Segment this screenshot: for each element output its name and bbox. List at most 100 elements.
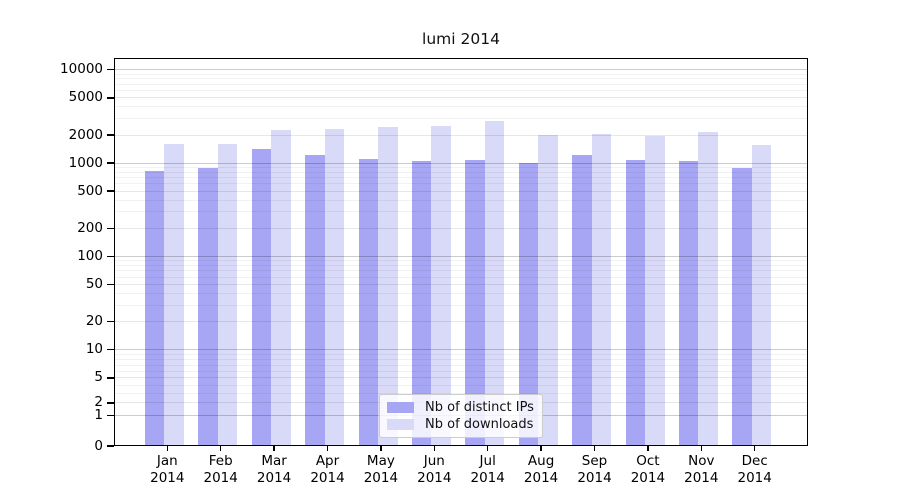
- bar-distinct-ips-jun: [411, 160, 432, 446]
- bar-distinct-ips-feb: [198, 168, 218, 446]
- x-axis-tick-label: Jun 2014: [402, 453, 466, 486]
- y-tick-mark-20: [107, 320, 114, 323]
- gridline-y-2000: [115, 134, 807, 136]
- x-axis-tick-label: Feb 2014: [189, 453, 253, 486]
- gridline-y-100: [115, 255, 807, 257]
- bar-downloads-mar: [271, 129, 291, 446]
- x-tick-month: Jan: [156, 453, 178, 469]
- x-tick-year: 2014: [417, 469, 452, 486]
- x-tick-mark-nov: [700, 446, 702, 451]
- x-tick-mark-jun: [433, 446, 435, 451]
- x-axis-tick-label: Jan 2014: [135, 453, 199, 486]
- y-tick-mark-2: [107, 402, 114, 404]
- gridline-y-10: [115, 349, 807, 351]
- bar-downloads-oct: [645, 136, 665, 446]
- y-tick-mark-1: [107, 414, 114, 417]
- gridline-y-90: [115, 260, 807, 262]
- gridline-y-60: [115, 276, 807, 278]
- y-tick-mark-500: [107, 190, 114, 192]
- x-tick-mark-sep: [593, 446, 596, 451]
- bar-downloads-aug: [538, 135, 558, 446]
- x-tick-mark-jul: [487, 446, 489, 451]
- bar-distinct-ips-aug: [518, 162, 539, 446]
- x-axis-tick-label: Sep 2014: [563, 453, 627, 486]
- x-tick-month: Aug: [527, 453, 555, 469]
- y-tick-mark-2000: [107, 134, 114, 136]
- bar-downloads-nov: [698, 131, 718, 446]
- y-axis-tick-label: 50: [85, 276, 103, 293]
- gridline-y-5: [115, 377, 807, 379]
- x-tick-mark-jan: [166, 446, 168, 451]
- gridline-y-200: [115, 227, 807, 229]
- gridline-y-50: [115, 284, 807, 286]
- y-axis-tick-label: 2000: [68, 126, 103, 143]
- gridline-y-800: [115, 171, 807, 173]
- gridline-y-500: [115, 190, 807, 192]
- x-tick-mark-dec: [754, 446, 756, 451]
- legend-label-distinct-ips: Nb of distinct IPs: [425, 399, 534, 415]
- x-axis-tick-label: Mar 2014: [242, 453, 306, 486]
- x-tick-year: 2014: [203, 469, 238, 486]
- bar-distinct-ips-oct: [625, 159, 645, 446]
- gridline-y-1000: [115, 162, 807, 164]
- bar-distinct-ips-dec: [732, 167, 752, 446]
- y-tick-mark-50: [107, 283, 114, 286]
- bar-downloads-jul: [484, 121, 505, 446]
- bar-distinct-ips-may: [358, 158, 378, 446]
- gridline-y-5000: [115, 97, 807, 99]
- y-tick-mark-0: [107, 445, 114, 447]
- y-axis-tick-label: 5000: [68, 89, 103, 106]
- legend: Nb of distinct IPs Nb of downloads: [379, 394, 543, 438]
- x-axis-tick-label: Nov 2014: [669, 453, 733, 486]
- bar-downloads-dec: [751, 145, 772, 446]
- chart-title: lumi 2014: [422, 30, 500, 48]
- y-tick-mark-10: [107, 349, 114, 351]
- x-tick-month: Nov: [688, 453, 715, 469]
- y-axis-tick-label: 5: [94, 369, 103, 386]
- y-tick-mark-10000: [107, 69, 114, 71]
- plot-area: [114, 58, 808, 446]
- x-tick-year: 2014: [363, 469, 399, 486]
- bar-downloads-sep: [591, 134, 612, 446]
- gridline-y-30: [115, 304, 807, 306]
- x-axis-tick-label: May 2014: [349, 453, 413, 486]
- x-axis-tick-label: Apr 2014: [296, 453, 360, 486]
- gridline-y-80: [115, 264, 807, 266]
- gridline-y-600: [115, 183, 807, 185]
- x-tick-month: Sep: [581, 453, 608, 469]
- gridline-y-6: [115, 370, 807, 372]
- x-tick-month: Feb: [208, 453, 233, 469]
- gridline-y-4000: [115, 106, 807, 108]
- x-axis-tick-label: Aug 2014: [509, 453, 573, 486]
- x-axis-tick-label: Oct 2014: [616, 453, 680, 486]
- y-tick-mark-200: [107, 227, 114, 230]
- x-tick-month: Dec: [741, 453, 768, 469]
- x-tick-mark-aug: [540, 446, 542, 451]
- bar-downloads-may: [378, 127, 398, 446]
- y-axis-tick-label: 20: [85, 313, 103, 330]
- y-axis-tick-label: 1000: [68, 154, 103, 171]
- x-axis-tick-label: Dec 2014: [723, 453, 787, 486]
- x-tick-mark-mar: [273, 446, 275, 451]
- x-tick-year: 2014: [684, 469, 719, 486]
- y-tick-mark-5: [107, 377, 114, 379]
- bar-downloads-apr: [324, 128, 345, 446]
- gridline-y-4: [115, 384, 807, 386]
- y-tick-mark-1000: [107, 162, 114, 164]
- x-tick-month: Oct: [636, 453, 660, 469]
- y-axis-tick-label: 500: [77, 182, 103, 199]
- gridline-y-10000: [115, 69, 807, 71]
- gridline-y-9000: [115, 73, 807, 75]
- y-axis-tick-label: 100: [77, 247, 103, 264]
- x-tick-year: 2014: [577, 469, 612, 486]
- x-tick-year: 2014: [523, 469, 559, 486]
- legend-swatch-distinct-ips: [387, 401, 414, 413]
- gridline-y-300: [115, 211, 807, 213]
- bar-distinct-ips-jan: [144, 170, 165, 446]
- y-axis-tick-label: 10000: [60, 61, 103, 78]
- y-axis-tick-label: 0: [94, 437, 103, 454]
- x-tick-year: 2014: [310, 469, 345, 486]
- gridline-y-400: [115, 199, 807, 201]
- bar-downloads-feb: [217, 143, 238, 446]
